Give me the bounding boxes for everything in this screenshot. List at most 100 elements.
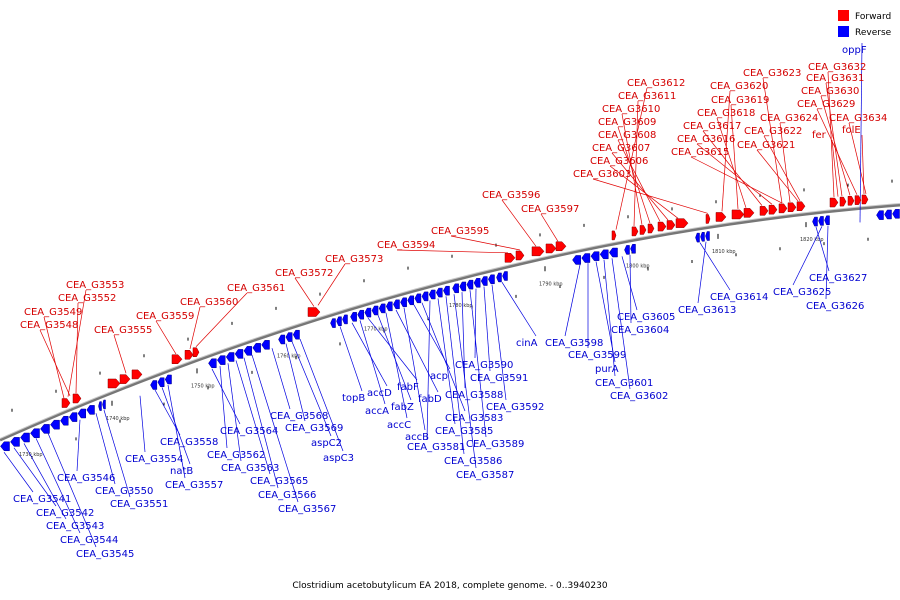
- forward-gene-arrow[interactable]: [705, 214, 711, 224]
- forward-gene-arrow[interactable]: [854, 195, 862, 205]
- forward-gene-arrow[interactable]: [107, 378, 121, 389]
- reverse-gene-arrow[interactable]: [278, 334, 286, 345]
- reverse-gene-arrow[interactable]: [581, 253, 591, 263]
- reverse-gene-arrow[interactable]: [884, 209, 892, 220]
- gene-label-cea-g3564[interactable]: CEA_G3564: [220, 426, 278, 437]
- reverse-gene-arrow[interactable]: [488, 274, 495, 285]
- gene-label-cea-g3559[interactable]: CEA_G3559: [136, 311, 194, 322]
- reverse-gene-arrow[interactable]: [336, 316, 342, 326]
- reverse-gene-arrow[interactable]: [705, 231, 710, 241]
- reverse-gene-arrow[interactable]: [60, 415, 69, 426]
- gene-label-cea-g3618[interactable]: CEA_G3618: [697, 108, 755, 119]
- reverse-gene-arrow[interactable]: [20, 432, 30, 443]
- reverse-gene-arrow[interactable]: [700, 232, 705, 242]
- gene-label-cea-g3615[interactable]: CEA_G3615: [671, 147, 729, 158]
- reverse-gene-arrow[interactable]: [371, 305, 379, 316]
- reverse-gene-arrow[interactable]: [385, 301, 393, 312]
- gene-label-cea-g3616[interactable]: CEA_G3616: [677, 134, 735, 145]
- gene-label-cea-g3596[interactable]: CEA_G3596: [482, 190, 540, 201]
- reverse-gene-arrow[interactable]: [234, 349, 244, 359]
- gene-label-fabf[interactable]: fabF: [397, 382, 419, 393]
- gene-label-cea-g3631[interactable]: CEA_G3631: [806, 73, 864, 84]
- reverse-gene-arrow[interactable]: [428, 289, 436, 300]
- reverse-gene-arrow[interactable]: [40, 424, 50, 434]
- reverse-gene-arrow[interactable]: [624, 245, 630, 255]
- gene-label-cea-g3554[interactable]: CEA_G3554: [125, 454, 183, 465]
- gene-label-accd[interactable]: accD: [367, 388, 392, 399]
- gene-label-cea-g3567[interactable]: CEA_G3567: [278, 504, 336, 515]
- gene-label-cea-g3623[interactable]: CEA_G3623: [743, 68, 801, 79]
- gene-label-fabd[interactable]: fabD: [418, 394, 442, 405]
- reverse-gene-arrow[interactable]: [452, 283, 459, 294]
- gene-label-cea-g3588[interactable]: CEA_G3588: [445, 390, 503, 401]
- gene-label-cea-g3632[interactable]: CEA_G3632: [808, 62, 866, 73]
- reverse-gene-arrow[interactable]: [473, 278, 481, 288]
- gene-label-cea-g3592[interactable]: CEA_G3592: [486, 402, 544, 413]
- gene-label-cea-g3614[interactable]: CEA_G3614: [710, 292, 768, 303]
- gene-label-cea-g3558[interactable]: CEA_G3558: [160, 437, 218, 448]
- gene-label-cea-g3611[interactable]: CEA_G3611: [618, 91, 676, 102]
- gene-label-acca[interactable]: accA: [365, 406, 389, 417]
- reverse-gene-arrow[interactable]: [378, 303, 386, 314]
- gene-label-cea-g3591[interactable]: CEA_G3591: [470, 373, 528, 384]
- gene-label-cea-g3617[interactable]: CEA_G3617: [683, 121, 741, 132]
- reverse-gene-arrow[interactable]: [0, 441, 10, 452]
- forward-gene-arrow[interactable]: [545, 243, 557, 254]
- forward-gene-arrow[interactable]: [119, 374, 131, 384]
- forward-gene-arrow[interactable]: [847, 196, 855, 206]
- gene-label-cea-g3551[interactable]: CEA_G3551: [110, 499, 168, 510]
- reverse-gene-arrow[interactable]: [102, 399, 106, 410]
- forward-gene-arrow[interactable]: [743, 208, 755, 218]
- gene-label-cea-g3541[interactable]: CEA_G3541: [13, 494, 71, 505]
- forward-gene-arrow[interactable]: [184, 350, 194, 360]
- gene-label-cea-g3552[interactable]: CEA_G3552: [58, 293, 116, 304]
- reverse-gene-arrow[interactable]: [50, 419, 60, 430]
- forward-gene-arrow[interactable]: [796, 201, 806, 211]
- reverse-gene-arrow[interactable]: [892, 209, 900, 219]
- forward-gene-arrow[interactable]: [715, 212, 727, 222]
- gene-label-cea-g3612[interactable]: CEA_G3612: [627, 78, 685, 89]
- gene-label-fabz[interactable]: fabZ: [391, 402, 414, 413]
- gene-label-cea-g3594[interactable]: CEA_G3594: [377, 240, 435, 251]
- gene-label-cea-g3620[interactable]: CEA_G3620: [710, 81, 768, 92]
- gene-label-cea-g3543[interactable]: CEA_G3543: [46, 521, 104, 532]
- gene-label-cea-g3563[interactable]: CEA_G3563: [221, 463, 279, 474]
- gene-label-cea-g3605[interactable]: CEA_G3605: [617, 312, 675, 323]
- reverse-gene-arrow[interactable]: [812, 216, 818, 227]
- gene-label-cea-g3548[interactable]: CEA_G3548: [20, 320, 78, 331]
- gene-label-cea-g3601[interactable]: CEA_G3601: [595, 378, 653, 389]
- gene-label-cea-g3565[interactable]: CEA_G3565: [250, 476, 308, 487]
- reverse-gene-arrow[interactable]: [261, 340, 270, 350]
- reverse-gene-arrow[interactable]: [818, 216, 824, 226]
- gene-label-cea-g3550[interactable]: CEA_G3550: [95, 486, 153, 497]
- reverse-gene-arrow[interactable]: [407, 295, 415, 306]
- gene-label-cea-g3569[interactable]: CEA_G3569: [285, 423, 343, 434]
- gene-label-cea-g3581[interactable]: CEA_G3581: [407, 442, 465, 453]
- reverse-gene-arrow[interactable]: [496, 272, 502, 283]
- gene-label-oppf[interactable]: oppF: [842, 45, 867, 56]
- forward-gene-arrow[interactable]: [768, 204, 778, 215]
- reverse-gene-arrow[interactable]: [150, 380, 158, 390]
- gene-label-cea-g3629[interactable]: CEA_G3629: [797, 99, 855, 110]
- reverse-gene-arrow[interactable]: [157, 377, 165, 387]
- reverse-gene-arrow[interactable]: [502, 271, 508, 281]
- forward-gene-arrow[interactable]: [647, 223, 655, 234]
- forward-gene-arrow[interactable]: [611, 230, 617, 241]
- reverse-gene-arrow[interactable]: [285, 332, 293, 342]
- forward-gene-arrow[interactable]: [639, 225, 647, 235]
- reverse-gene-arrow[interactable]: [608, 247, 618, 258]
- gene-label-cea-g3607[interactable]: CEA_G3607: [592, 143, 650, 154]
- forward-gene-arrow[interactable]: [675, 218, 689, 228]
- forward-gene-arrow[interactable]: [171, 354, 183, 364]
- gene-label-cea-g3553[interactable]: CEA_G3553: [66, 280, 124, 291]
- gene-label-cea-g3590[interactable]: CEA_G3590: [455, 360, 513, 371]
- gene-label-cina[interactable]: cinA: [516, 338, 538, 349]
- forward-gene-arrow[interactable]: [666, 220, 676, 230]
- reverse-gene-arrow[interactable]: [217, 355, 226, 365]
- forward-gene-arrow[interactable]: [731, 209, 745, 220]
- gene-label-cea-g3624[interactable]: CEA_G3624: [760, 113, 818, 124]
- gene-label-cea-g3606[interactable]: CEA_G3606: [590, 156, 648, 167]
- gene-label-natb[interactable]: natB: [170, 466, 193, 477]
- reverse-gene-arrow[interactable]: [77, 408, 86, 419]
- forward-gene-arrow[interactable]: [515, 250, 525, 261]
